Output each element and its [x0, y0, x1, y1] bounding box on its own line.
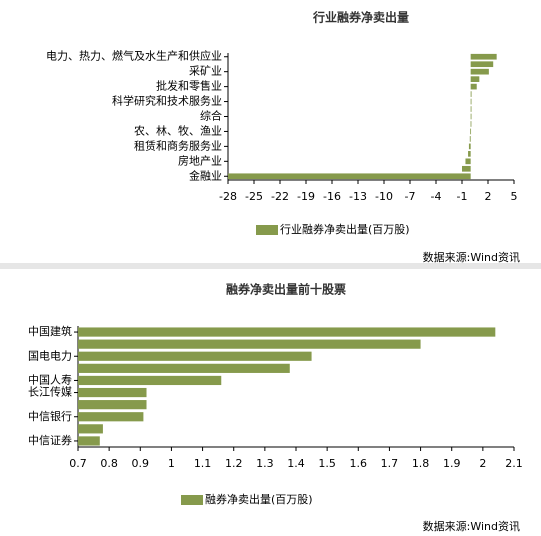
- bar: [78, 351, 312, 361]
- x-tick-label: -25: [245, 190, 263, 203]
- x-tick-label: -7: [405, 190, 416, 203]
- x-tick-label: -28: [219, 190, 237, 203]
- y-tick-label: 房地产业: [178, 153, 222, 167]
- bar: [78, 387, 147, 398]
- x-tick-label: 5: [511, 190, 518, 203]
- bar: [470, 53, 497, 60]
- x-tick-label: 0.9: [132, 457, 150, 470]
- x-tick-label: -19: [297, 190, 315, 203]
- y-tick-label: 中国建筑: [28, 324, 72, 338]
- legend-swatch: [256, 225, 278, 235]
- x-tick-label: 0.7: [69, 457, 87, 470]
- source-note: 数据来源:Wind资讯: [423, 250, 520, 264]
- y-tick-label: 金融业: [189, 168, 222, 182]
- x-tick-label: 2: [479, 457, 486, 470]
- legend-label: 行业融券净卖出量(百万股): [280, 222, 410, 236]
- bar: [470, 68, 489, 75]
- x-tick-label: 2: [485, 190, 492, 203]
- x-tick-label: 1.8: [412, 457, 430, 470]
- bar: [470, 128, 472, 135]
- bar: [470, 121, 472, 127]
- x-tick-label: 0.8: [100, 457, 118, 470]
- bar: [465, 158, 471, 165]
- y-tick-label: 综合: [200, 109, 222, 123]
- bar: [469, 136, 471, 142]
- x-tick-label: 2.1: [505, 457, 523, 470]
- bar: [470, 83, 477, 90]
- bar: [470, 113, 472, 120]
- y-tick-label: 中信银行: [28, 409, 72, 423]
- y-tick-label: 科学研究和技术服务业: [112, 94, 222, 108]
- y-tick-label: 中国人寿: [28, 372, 72, 386]
- x-tick-label: 1.1: [194, 457, 212, 470]
- bar: [78, 412, 144, 422]
- source-note: 数据来源:Wind资讯: [423, 519, 520, 533]
- x-tick-label: 1: [168, 457, 175, 470]
- x-tick-label: -16: [323, 190, 341, 203]
- x-tick-label: 1.2: [225, 457, 243, 470]
- bar: [78, 327, 496, 337]
- bar: [78, 436, 100, 446]
- chart-title: 行业融券净卖出量: [312, 10, 409, 25]
- y-tick-label: 租赁和商务服务业: [134, 138, 222, 152]
- x-tick-label: 1.3: [256, 457, 274, 470]
- bar: [470, 76, 480, 82]
- x-tick-label: -4: [431, 190, 442, 203]
- y-tick-label: 批发和零售业: [156, 79, 222, 93]
- bar: [470, 106, 472, 112]
- legend-swatch: [181, 495, 203, 505]
- x-tick-label: -22: [271, 190, 289, 203]
- bar: [78, 400, 147, 410]
- chart-title: 融券净卖出量前十股票: [226, 282, 346, 297]
- x-tick-label: 1.5: [318, 457, 336, 470]
- y-tick-label: 中信证券: [28, 433, 72, 447]
- bar: [470, 61, 494, 68]
- x-tick-label: 1.4: [287, 457, 305, 470]
- bar: [468, 143, 471, 150]
- y-tick-label: 农、林、牧、渔业: [134, 123, 222, 137]
- bar: [228, 173, 471, 180]
- bar: [468, 151, 471, 157]
- bar: [78, 339, 421, 349]
- y-tick-label: 长江传媒: [28, 386, 72, 399]
- bar: [470, 98, 472, 105]
- bar: [78, 424, 103, 434]
- y-tick-label: 采矿业: [189, 65, 222, 78]
- bar: [78, 363, 290, 373]
- x-tick-label: 1.7: [381, 457, 399, 470]
- legend-label: 融券净卖出量(百万股): [205, 492, 313, 506]
- y-tick-label: 电力、热力、燃气及水生产和供应业: [46, 49, 222, 63]
- x-tick-label: 1.9: [443, 457, 461, 470]
- bar: [78, 375, 222, 386]
- divider: [0, 263, 541, 269]
- bar: [462, 165, 471, 172]
- x-tick-label: 1.6: [350, 457, 368, 470]
- x-tick-label: -13: [349, 190, 367, 203]
- y-tick-label: 国电电力: [28, 349, 72, 362]
- x-tick-label: -1: [457, 190, 468, 203]
- x-tick-label: -10: [375, 190, 393, 203]
- bar: [470, 91, 472, 97]
